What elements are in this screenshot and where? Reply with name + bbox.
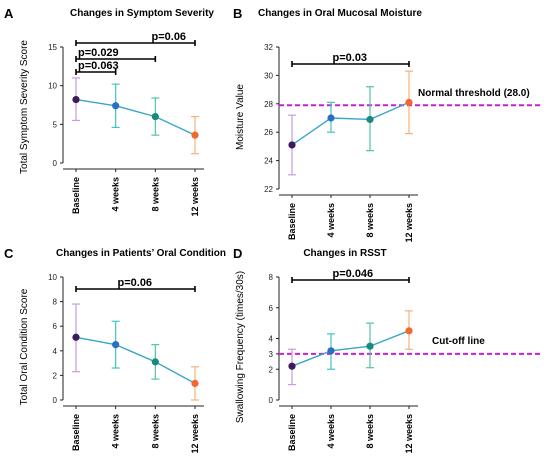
panel-d: D Changes in RSST Swallowing Frequency (… <box>233 246 542 454</box>
p-value-label: p=0.029 <box>78 47 119 59</box>
p-value-label: p=0.046 <box>333 268 374 280</box>
data-point <box>112 341 120 349</box>
data-point <box>288 362 296 370</box>
p-value-label: p=0.063 <box>78 60 119 72</box>
y-tick-label: 10 <box>48 82 57 91</box>
x-tick-label: 8 weeks <box>365 414 375 449</box>
series-line <box>291 330 410 367</box>
panel-a: A Changes in Symptom Severity Total Symp… <box>4 6 214 217</box>
p-value-label: p=0.06 <box>152 31 187 43</box>
x-tick-label: 12 weeks <box>190 177 200 217</box>
x-tick-label: 12 weeks <box>190 414 200 454</box>
data-point <box>72 95 80 104</box>
y-tick-label: 32 <box>264 43 273 52</box>
x-tick-label: 8 weeks <box>365 203 375 238</box>
y-tick-label: 24 <box>264 157 273 166</box>
y-tick-label: 15 <box>48 43 57 52</box>
y-tick-label: 6 <box>269 304 274 313</box>
data-point <box>191 379 199 387</box>
y-tick-label: 0 <box>53 159 58 168</box>
x-tick-label: Baseline <box>71 414 81 451</box>
data-point <box>366 342 374 350</box>
x-tick-label: 4 weeks <box>111 414 121 449</box>
x-tick-label: Baseline <box>287 203 297 240</box>
x-tick-label: Baseline <box>71 177 81 214</box>
y-tick-label: 8 <box>269 273 274 282</box>
panel-c-letter: C <box>4 246 14 261</box>
panel-a-letter: A <box>4 6 14 21</box>
reference-line-label: Normal threshold (28.0) <box>418 88 530 99</box>
y-tick-label: 10 <box>48 273 57 282</box>
panel-b-y-axis-label: Moisture Value <box>235 84 246 150</box>
x-tick-label: 12 weeks <box>404 414 414 454</box>
panel-b-title: Changes in Oral Mucosal Moisture <box>258 8 422 19</box>
y-tick-label: 0 <box>269 396 274 405</box>
y-tick-label: 22 <box>264 185 273 194</box>
data-point <box>327 347 335 355</box>
data-point <box>112 102 120 110</box>
reference-line-label: Cut-off line <box>432 336 485 347</box>
panel-b-letter: B <box>233 6 242 21</box>
y-tick-label: 8 <box>53 298 58 307</box>
panel-a-y-axis-label: Total Symptom Severity Score <box>19 40 30 174</box>
y-tick-label: 4 <box>269 335 274 344</box>
data-point <box>405 327 413 335</box>
panel-d-y-axis-label: Swallowing Frequency (times/30s) <box>235 271 246 423</box>
x-tick-label: 4 weeks <box>326 414 336 449</box>
y-tick-label: 2 <box>53 371 58 380</box>
x-tick-label: 4 weeks <box>111 177 121 212</box>
series-line <box>75 98 196 136</box>
x-tick-label: 8 weeks <box>150 177 160 212</box>
data-point <box>366 115 374 124</box>
y-tick-label: 30 <box>264 71 273 80</box>
x-tick-label: 8 weeks <box>150 414 160 449</box>
y-tick-label: 4 <box>53 347 58 356</box>
data-point <box>191 131 199 139</box>
panel-b: B Changes in Oral Mucosal Moisture Moist… <box>233 6 542 243</box>
y-tick-label: 26 <box>264 128 273 137</box>
data-point <box>405 98 413 106</box>
data-point <box>72 333 80 341</box>
y-tick-label: 0 <box>53 396 58 405</box>
panel-d-title: Changes in RSST <box>303 248 386 259</box>
panel-d-letter: D <box>233 246 242 261</box>
y-tick-label: 28 <box>264 100 273 109</box>
y-tick-label: 2 <box>269 365 274 374</box>
series-line <box>291 101 410 146</box>
p-value-label: p=0.03 <box>333 52 368 64</box>
panel-c: C Changes in Patients’ Oral Condition To… <box>4 246 226 454</box>
x-tick-label: Baseline <box>287 414 297 451</box>
y-tick-label: 3 <box>269 350 274 359</box>
panel-a-title: Changes in Symptom Severity <box>70 8 214 19</box>
x-tick-label: 12 weeks <box>404 203 414 243</box>
p-value-label: p=0.06 <box>118 277 153 289</box>
data-point <box>151 358 159 366</box>
panel-c-title: Changes in Patients’ Oral Condition <box>56 248 226 259</box>
data-point <box>327 114 335 122</box>
panel-c-y-axis-label: Total Oral Condition Score <box>19 288 30 405</box>
y-tick-label: 5 <box>53 120 58 129</box>
data-point <box>151 113 159 121</box>
series-line <box>75 336 196 385</box>
data-point <box>288 141 296 149</box>
y-tick-label: 6 <box>53 322 58 331</box>
x-tick-label: 4 weeks <box>326 203 336 238</box>
